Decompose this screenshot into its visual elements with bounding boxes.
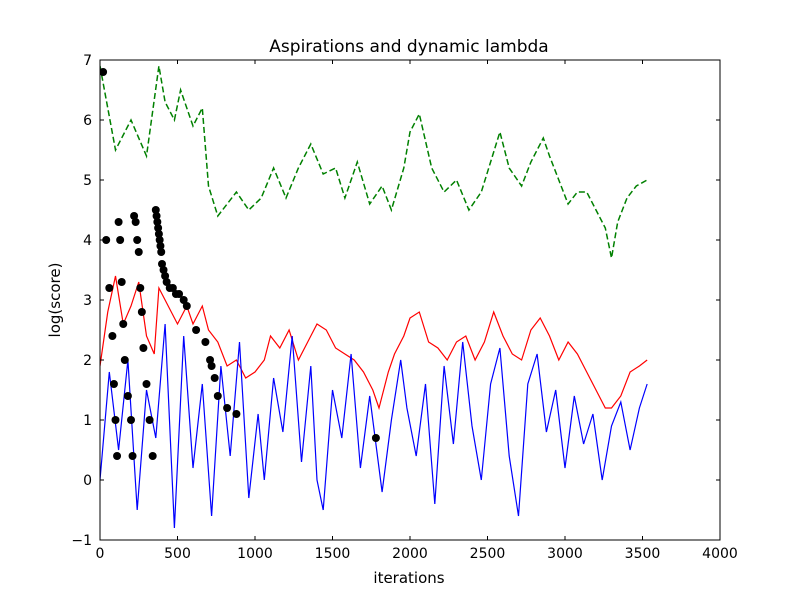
series-3-marker	[157, 248, 166, 256]
series-3-marker	[108, 332, 117, 340]
y-tick-label: −1	[71, 533, 92, 549]
series-0-line	[100, 65, 648, 259]
series-3-marker	[119, 320, 128, 328]
series-3-marker	[159, 266, 168, 274]
series-3-marker	[201, 338, 210, 346]
x-tick-label: 3000	[547, 546, 583, 562]
x-tick-label: 500	[164, 546, 191, 562]
y-tick-label: 5	[83, 173, 92, 189]
series-3-marker	[371, 434, 380, 442]
series-3-marker	[206, 356, 215, 364]
series-3-marker	[232, 410, 241, 418]
x-tick-label: 0	[96, 546, 105, 562]
series-3-marker	[158, 260, 166, 268]
series-3-marker	[134, 248, 143, 256]
series-3-marker	[152, 212, 161, 220]
axis-ticks: 0 500 1000 1500 2000 2500 3000 3500 4000−1012345…	[71, 53, 737, 562]
y-tick-label: 1	[83, 413, 92, 429]
chart-title: Aspirations and dynamic lambda	[269, 37, 548, 57]
series-3-marker	[162, 278, 171, 286]
series-2-line	[100, 323, 648, 529]
series-3-marker	[120, 356, 129, 364]
y-tick-label: 3	[83, 293, 92, 309]
series-3-marker	[182, 302, 191, 310]
series-3-marker	[175, 290, 184, 298]
series-3-marker	[155, 236, 164, 244]
series-3-marker	[131, 218, 140, 226]
series-3-marker	[192, 326, 201, 334]
series-3-marker	[102, 236, 111, 244]
series-3-marker	[223, 404, 232, 412]
series-3-marker	[123, 392, 132, 400]
y-tick-label: 2	[83, 353, 92, 369]
x-tick-label: 1000	[237, 546, 273, 562]
series-3-marker	[105, 284, 114, 292]
series-3-marker	[179, 296, 188, 304]
series-3-marker	[133, 236, 142, 244]
series-3-marker	[161, 272, 170, 280]
series-3-marker	[156, 242, 165, 250]
series-3-marker	[113, 452, 122, 460]
series-3-marker	[128, 452, 137, 460]
series-3-marker	[136, 284, 145, 292]
series-3-marker	[207, 362, 216, 370]
series-3-marker	[139, 344, 148, 352]
series-3-marker	[148, 452, 157, 460]
series-3-marker	[137, 308, 146, 316]
series-3-marker	[142, 380, 151, 388]
series-3-marker	[168, 284, 177, 292]
y-tick-label: 4	[83, 233, 92, 249]
plot-area	[100, 65, 648, 529]
series-3-marker	[145, 416, 154, 424]
series-1-line	[100, 275, 648, 411]
series-3-marker	[100, 68, 108, 76]
series-3-marker	[109, 380, 118, 388]
series-3-marker	[151, 206, 160, 214]
x-tick-label: 1500	[315, 546, 351, 562]
series-3-marker	[116, 236, 125, 244]
series-3-marker	[130, 212, 139, 220]
series-3-marker	[154, 224, 163, 232]
x-tick-label: 4000	[702, 546, 738, 562]
y-tick-label: 7	[83, 53, 92, 69]
series-3-marker	[153, 218, 162, 226]
series-3-marker	[114, 218, 123, 226]
x-tick-label: 2500	[470, 546, 506, 562]
series-3-marker	[213, 392, 222, 400]
y-tick-label: 6	[83, 113, 92, 129]
x-tick-label: 2000	[392, 546, 428, 562]
y-tick-label: 0	[83, 473, 92, 489]
x-tick-label: 3500	[625, 546, 661, 562]
y-axis-label: log(score)	[46, 263, 64, 338]
series-3-marker	[210, 374, 219, 382]
series-3-marker	[111, 416, 120, 424]
series-3-marker	[154, 230, 163, 238]
x-axis-label: iterations	[373, 569, 444, 587]
series-3-marker	[127, 416, 135, 424]
series-3-marker	[117, 278, 126, 286]
